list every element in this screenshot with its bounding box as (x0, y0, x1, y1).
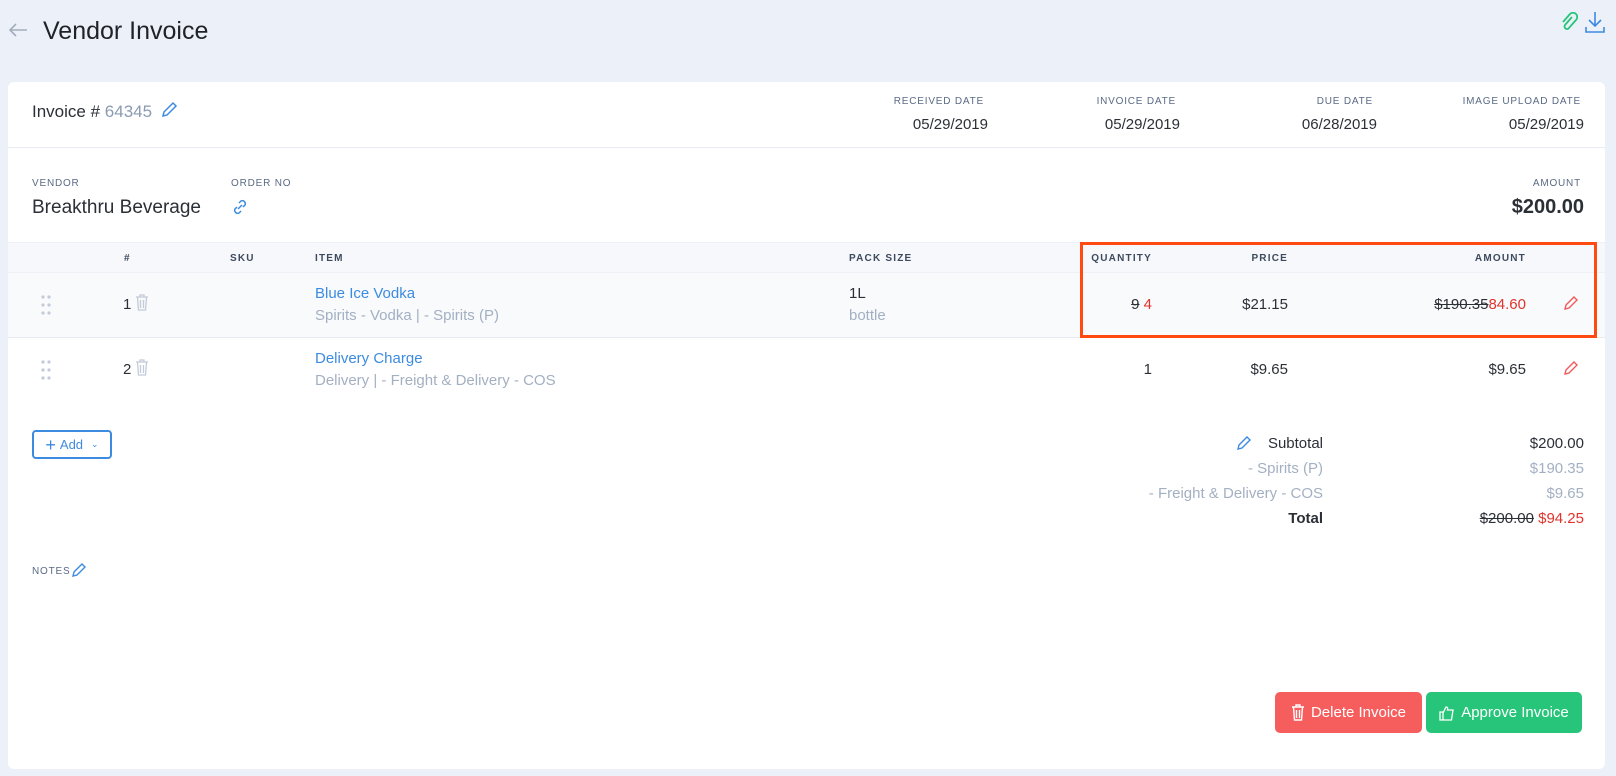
amount-cell: $190.3584.60 (1434, 296, 1526, 313)
invoice-date: 05/29/2019 (1104, 116, 1180, 133)
total-line-label: - Spirits (P) (1248, 460, 1323, 477)
total-line-value: $9.65 (1546, 485, 1584, 502)
col-num: # (124, 253, 131, 264)
due-date: 06/28/2019 (1301, 116, 1377, 133)
received-date-label: RECEIVED DATE (893, 96, 984, 107)
edit-row-pencil-icon[interactable] (1563, 295, 1579, 311)
subtotal-value: $200.00 (1529, 435, 1584, 452)
row-number: 2 (123, 361, 132, 378)
item-name-link[interactable]: Blue Ice Vodka (315, 285, 416, 302)
trash-icon (1291, 704, 1305, 721)
plus-icon: + (45, 434, 56, 455)
thumbs-up-icon (1439, 705, 1455, 721)
item-category: Spirits - Vodka | - Spirits (P) (315, 307, 499, 324)
table-row (8, 273, 1605, 338)
amount-cell: $9.65 (1488, 361, 1526, 378)
total-label: Total (1288, 510, 1323, 527)
item-name-link[interactable]: Delivery Charge (315, 350, 423, 367)
col-item: ITEM (315, 253, 344, 264)
invoice-card: Invoice # 64345 RECEIVED DATE 05/29/2019… (8, 82, 1605, 769)
drag-handle-icon[interactable] (41, 360, 51, 380)
table-header (8, 242, 1605, 273)
col-quantity: QUANTITY (1091, 253, 1152, 264)
vendor-name: Breakthru Beverage (32, 197, 201, 218)
trash-icon[interactable] (135, 294, 149, 311)
paperclip-icon[interactable] (1560, 12, 1578, 32)
add-label: Add (59, 437, 84, 452)
order-no-label: ORDER NO (231, 178, 292, 189)
edit-invoice-number-icon[interactable] (160, 101, 178, 119)
pack-unit: bottle (849, 307, 886, 324)
col-price: PRICE (1251, 253, 1288, 264)
notes-label: NOTES (32, 566, 71, 577)
subtotal-label: Subtotal (1267, 435, 1323, 452)
back-arrow-icon[interactable] (8, 22, 28, 38)
total-value: $200.00 $94.25 (1480, 510, 1584, 527)
quantity-cell[interactable]: 9 4 (1131, 296, 1152, 313)
item-category: Delivery | - Freight & Delivery - COS (315, 372, 556, 389)
row-number: 1 (123, 296, 132, 313)
quantity-cell[interactable]: 1 (1143, 361, 1152, 378)
edit-notes-icon[interactable] (71, 562, 87, 578)
amount-label: AMOUNT (1532, 178, 1581, 189)
pack-size: 1L (849, 285, 866, 302)
col-amount: AMOUNT (1474, 253, 1526, 264)
image-upload-date: 05/29/2019 (1508, 116, 1584, 133)
amount-new: 84.60 (1488, 296, 1526, 313)
delete-label: Delete Invoice (1310, 704, 1407, 721)
invoice-amount: $200.00 (1511, 196, 1584, 218)
image-upload-date-label: IMAGE UPLOAD DATE (1462, 96, 1581, 107)
link-icon[interactable] (231, 198, 249, 216)
approve-invoice-button[interactable]: Approve Invoice (1426, 692, 1582, 733)
vendor-label: VENDOR (32, 178, 80, 189)
price-cell: $21.15 (1242, 296, 1288, 313)
page-title: Vendor Invoice (43, 17, 209, 45)
invoice-date-label: INVOICE DATE (1096, 96, 1176, 107)
total-new: $94.25 (1538, 510, 1584, 527)
col-pack-size: PACK SIZE (849, 253, 913, 264)
amount-old: $190.35 (1434, 296, 1489, 313)
download-icon[interactable] (1584, 10, 1606, 34)
invoice-number: 64345 (104, 102, 153, 121)
trash-icon[interactable] (135, 359, 149, 376)
edit-row-pencil-icon[interactable] (1563, 360, 1579, 376)
total-line-value: $190.35 (1529, 460, 1584, 477)
highlight-box (1080, 242, 1597, 338)
quantity-new: 4 (1143, 296, 1152, 313)
total-line-label: - Freight & Delivery - COS (1148, 485, 1323, 502)
invoice-label: Invoice # (32, 102, 101, 121)
received-date: 05/29/2019 (912, 116, 988, 133)
drag-handle-icon[interactable] (41, 295, 51, 315)
delete-invoice-button[interactable]: Delete Invoice (1275, 692, 1422, 733)
edit-subtotal-icon[interactable] (1236, 435, 1252, 451)
chevron-down-icon: ⌄ (91, 439, 99, 449)
invoice-number-label: Invoice # 64345 (32, 102, 152, 122)
add-button[interactable]: + Add ⌄ (32, 430, 112, 459)
price-cell: $9.65 (1250, 361, 1288, 378)
approve-label: Approve Invoice (1461, 704, 1569, 721)
divider (8, 147, 1605, 148)
total-old: $200.00 (1479, 510, 1534, 527)
quantity-old: 9 (1131, 296, 1140, 313)
col-sku: SKU (230, 253, 255, 264)
due-date-label: DUE DATE (1316, 96, 1373, 107)
